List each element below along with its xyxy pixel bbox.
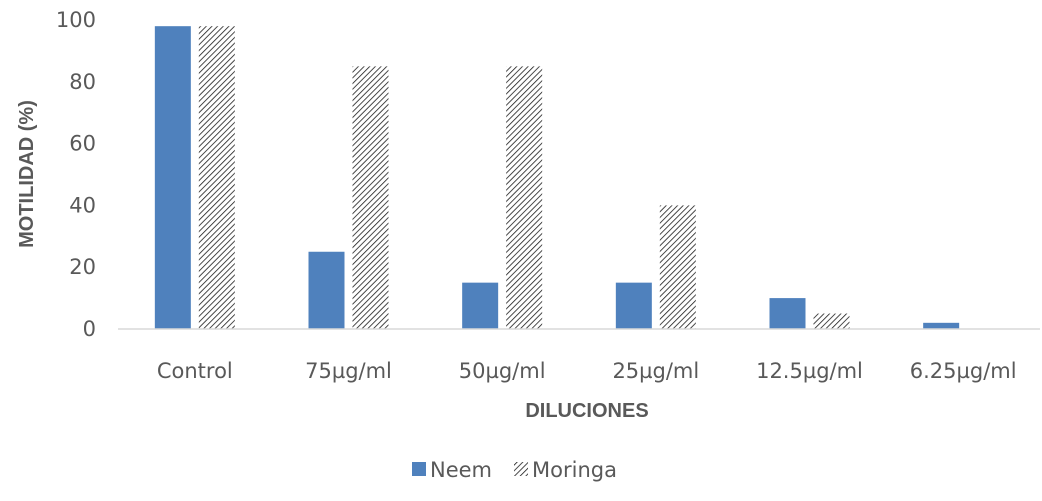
x-tick-label: 75µg/ml <box>305 359 392 383</box>
y-axis-title: MOTILIDAD (%) <box>16 100 38 248</box>
bar-neem-5 <box>923 322 960 329</box>
bar-moringa-2 <box>506 66 543 329</box>
x-tick-label: 12.5µg/ml <box>756 359 863 383</box>
y-tick-label: 40 <box>69 193 96 217</box>
bars <box>154 26 960 330</box>
y-axis-ticks: 0 20 40 60 80 100 <box>56 8 96 341</box>
legend: Neem Moringa <box>412 458 617 482</box>
x-tick-label: Control <box>157 359 233 383</box>
bar-moringa-4 <box>813 313 850 329</box>
y-tick-label: 60 <box>69 132 96 156</box>
y-tick-label: 20 <box>69 255 96 279</box>
legend-swatch-moringa <box>514 462 529 476</box>
bar-neem-4 <box>769 298 806 329</box>
bar-neem-0 <box>154 26 191 330</box>
x-axis-title: DILUCIONES <box>525 400 648 422</box>
x-tick-label: 6.25µg/ml <box>910 359 1017 383</box>
bar-moringa-3 <box>659 205 696 329</box>
bar-moringa-0 <box>198 26 235 330</box>
bar-neem-1 <box>308 251 345 329</box>
legend-label-moringa: Moringa <box>532 458 617 482</box>
bar-moringa-1 <box>352 66 389 329</box>
legend-swatch-neem <box>412 462 426 476</box>
x-tick-label: 50µg/ml <box>459 359 546 383</box>
bar-neem-2 <box>462 282 499 329</box>
x-axis-ticks: Control 75µg/ml 50µg/ml 25µg/ml 12.5µg/ml 6.2… <box>157 359 1017 383</box>
x-tick-label: 25µg/ml <box>612 359 699 383</box>
bar-neem-3 <box>615 282 652 329</box>
y-tick-label: 0 <box>83 317 96 341</box>
y-tick-label: 100 <box>56 8 96 32</box>
y-tick-label: 80 <box>69 70 96 94</box>
legend-label-neem: Neem <box>430 458 492 482</box>
